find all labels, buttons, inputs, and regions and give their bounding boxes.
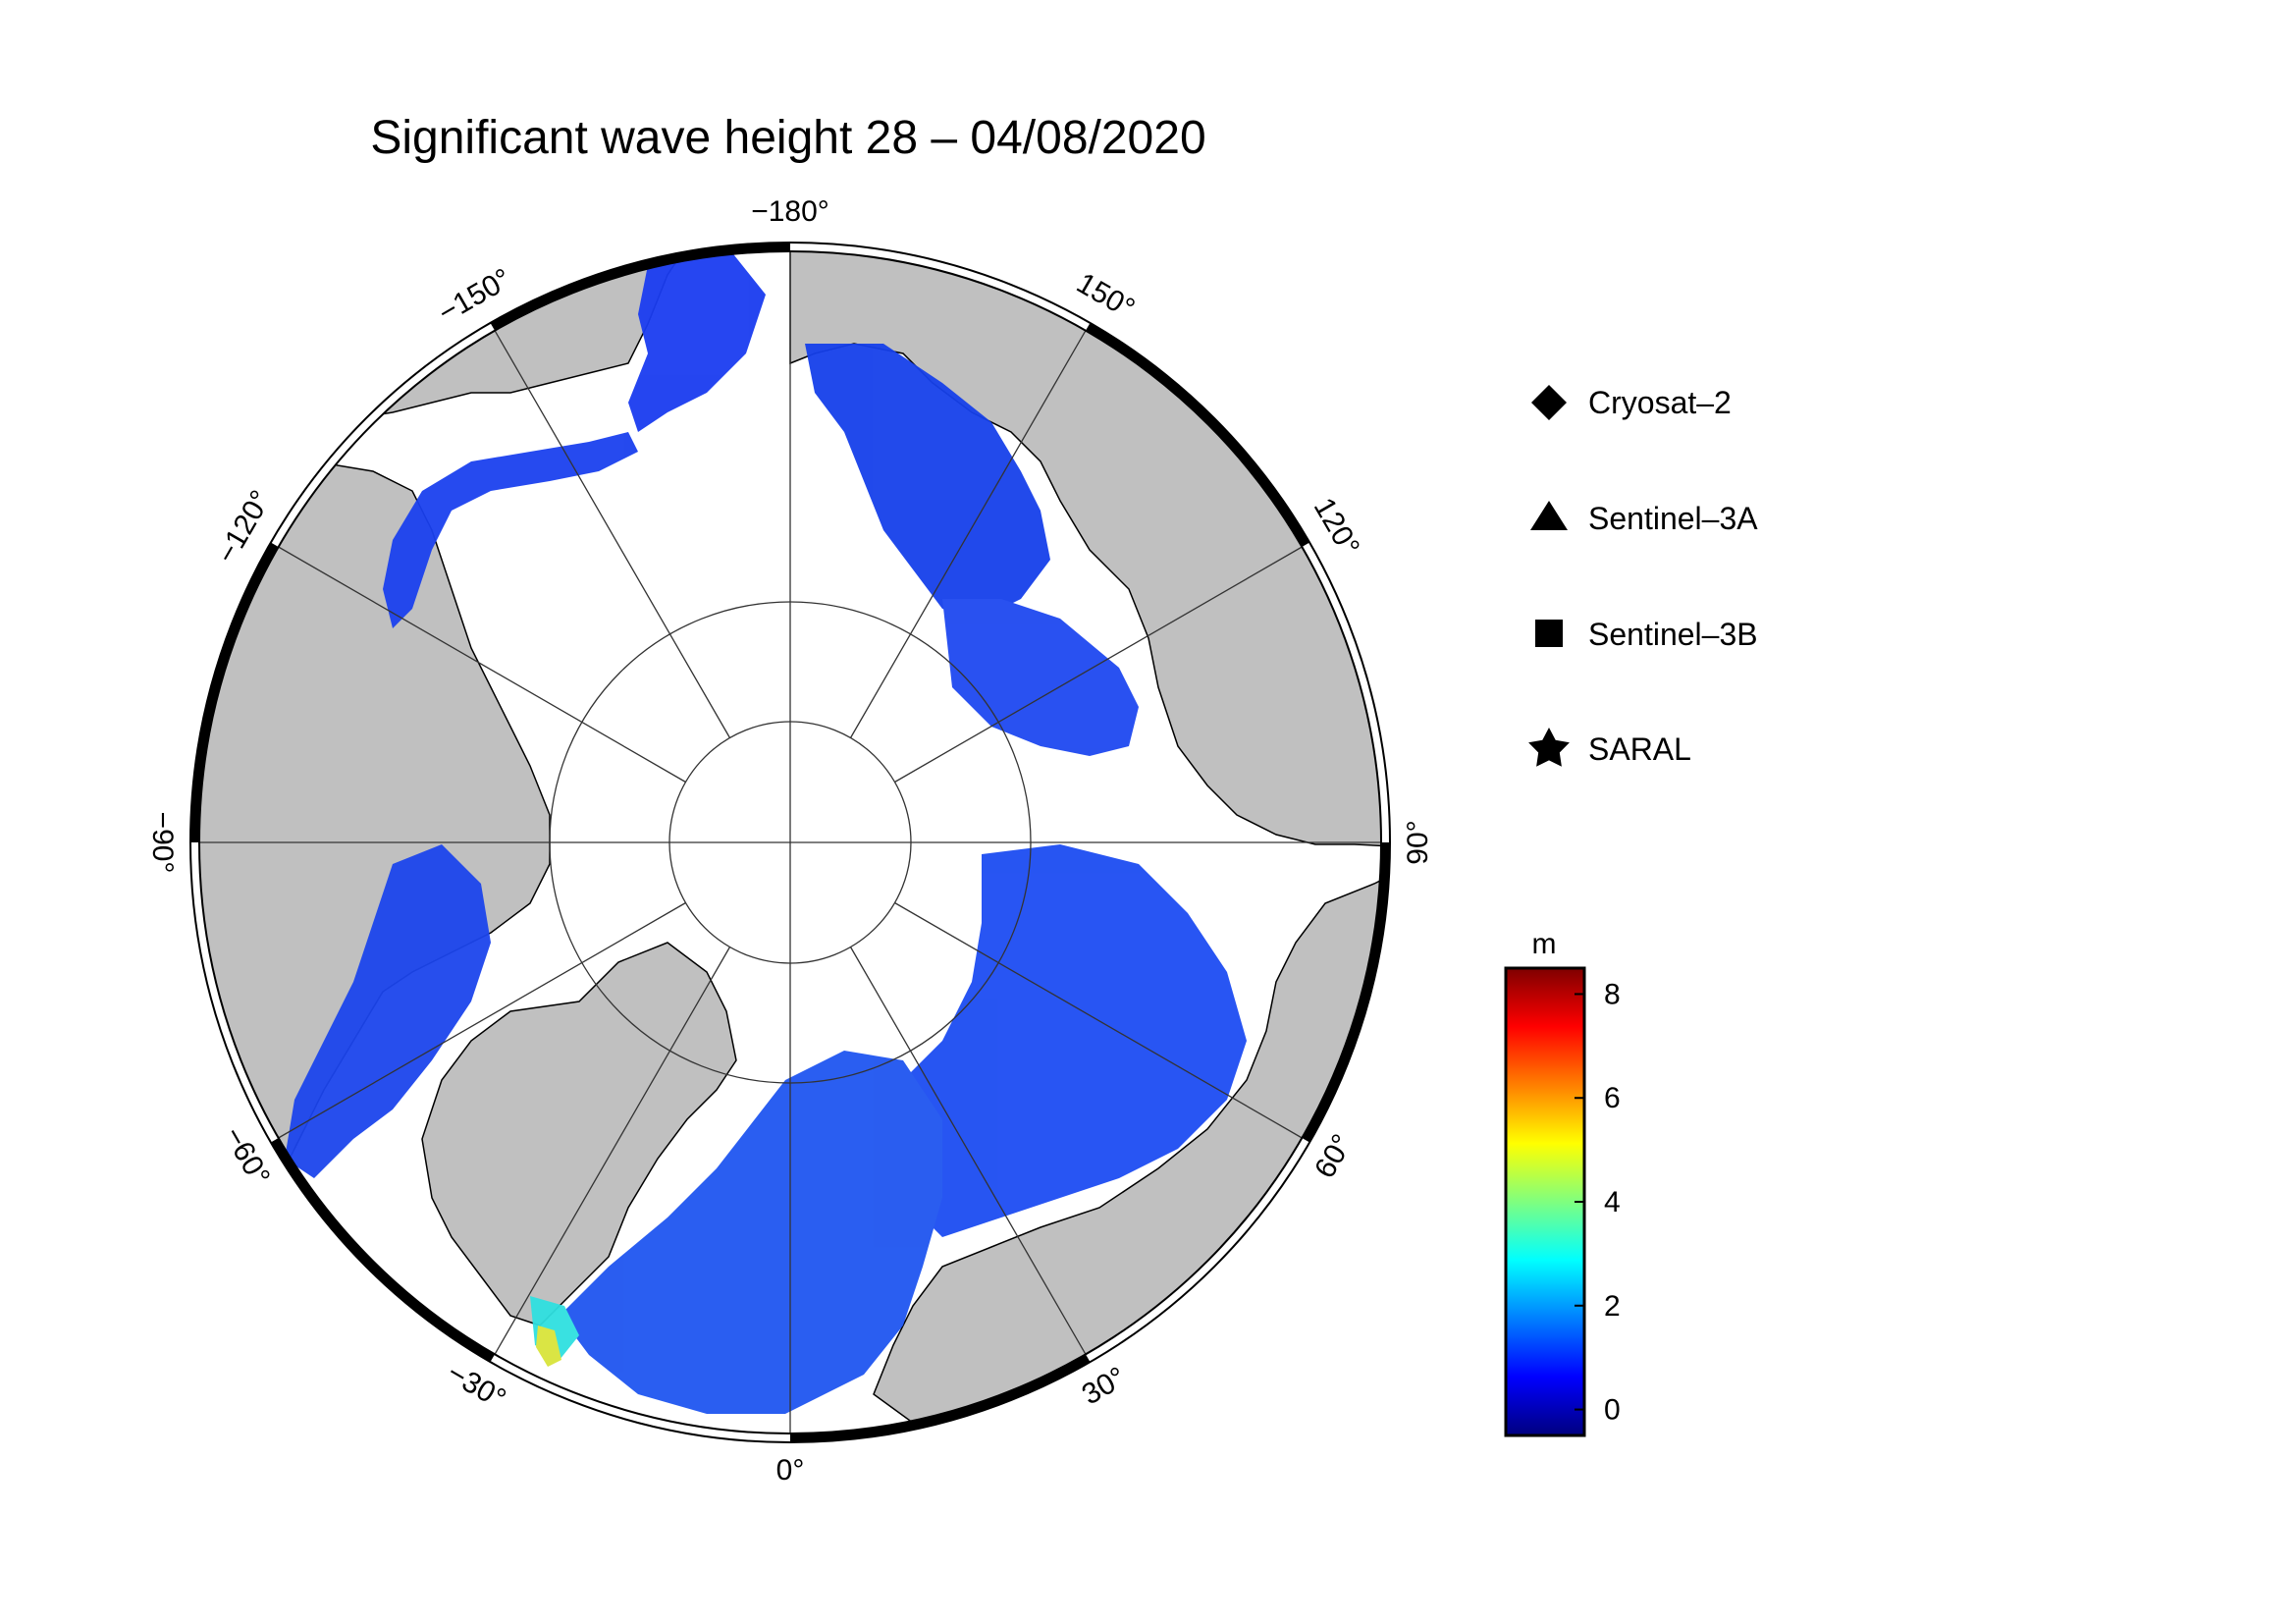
meridian-label: −180°: [751, 195, 829, 228]
map-title: Significant wave height 28 – 04/08/2020: [370, 112, 1205, 164]
frame-segment: [490, 243, 790, 331]
track-region-east-siberian: [805, 344, 1050, 619]
polar-map: −180°150°120°90°60°30°0°−30°−60°−90°−120…: [146, 195, 1434, 1487]
meridian-label: 120°: [1308, 493, 1366, 562]
legend-item-sentinel-3b: Sentinel–3B: [1535, 617, 1758, 652]
meridian-150: [849, 330, 1087, 738]
colorbar: m 0 2 4 6 8: [1504, 928, 1621, 1437]
satellite-legend: Cryosat–2 Sentinel–3A Sentinel–3B SARAL: [1528, 385, 1758, 767]
track-highlight-yellow: [536, 1325, 561, 1367]
track-region-baffin: [285, 844, 491, 1178]
legend-label-cryosat: Cryosat–2: [1588, 385, 1732, 420]
square-icon: [1535, 620, 1563, 647]
track-region-laptev: [942, 599, 1139, 756]
meridian-m120: [278, 546, 686, 784]
legend-item-saral: SARAL: [1528, 728, 1691, 767]
meridian-label: 30°: [1077, 1361, 1132, 1411]
map-frame: [189, 242, 1391, 1443]
legend-item-sentinel-3a: Sentinel–3A: [1530, 501, 1758, 536]
meridian-30: [849, 947, 1087, 1355]
meridian-label: −90°: [146, 812, 179, 874]
track-region-kara-barents: [883, 844, 1247, 1237]
meridian-label: 150°: [1071, 267, 1140, 326]
meridian-label: 90°: [1402, 820, 1434, 864]
colorbar-ticks: 0 2 4 6 8: [1575, 978, 1621, 1427]
colorbar-tick-label: 0: [1604, 1394, 1621, 1427]
colorbar-gradient: [1504, 966, 1586, 1437]
colorbar-tick-label: 6: [1604, 1082, 1621, 1114]
meridian-m60: [278, 901, 686, 1139]
meridian-label: 0°: [776, 1454, 805, 1487]
track-region-bering: [628, 251, 766, 432]
frame-segment: [1302, 842, 1390, 1143]
meridian-label: −60°: [217, 1121, 276, 1191]
land-greenland: [421, 942, 737, 1326]
track-region-beaufort: [383, 432, 638, 628]
meridian-m30: [494, 947, 731, 1355]
colorbar-tick-label: 4: [1604, 1186, 1621, 1218]
triangle-icon: [1530, 501, 1568, 530]
frame-segment: [190, 542, 279, 842]
meridian-m150: [494, 330, 731, 738]
meridian-60: [894, 901, 1303, 1139]
colorbar-unit: m: [1532, 928, 1557, 960]
wave-height-tracks: [285, 251, 1247, 1414]
colorbar-tick-label: 2: [1604, 1290, 1621, 1323]
meridian-label: 60°: [1308, 1129, 1359, 1184]
diamond-icon: [1531, 385, 1567, 420]
frame-segment: [790, 1354, 1091, 1442]
legend-label-saral: SARAL: [1588, 731, 1691, 767]
graticule: [199, 251, 1381, 1434]
track-region-greenland-sea: [560, 1051, 942, 1414]
frame-black-segments: [190, 243, 1390, 1442]
legend-label-sentinel-3b: Sentinel–3B: [1588, 617, 1758, 652]
star-icon: [1528, 728, 1570, 767]
meridian-120: [894, 546, 1303, 784]
legend-label-sentinel-3a: Sentinel–3A: [1588, 501, 1758, 536]
colorbar-tick-label: 8: [1604, 978, 1621, 1010]
legend-item-cryosat: Cryosat–2: [1531, 385, 1732, 420]
meridian-label: −30°: [442, 1357, 511, 1416]
